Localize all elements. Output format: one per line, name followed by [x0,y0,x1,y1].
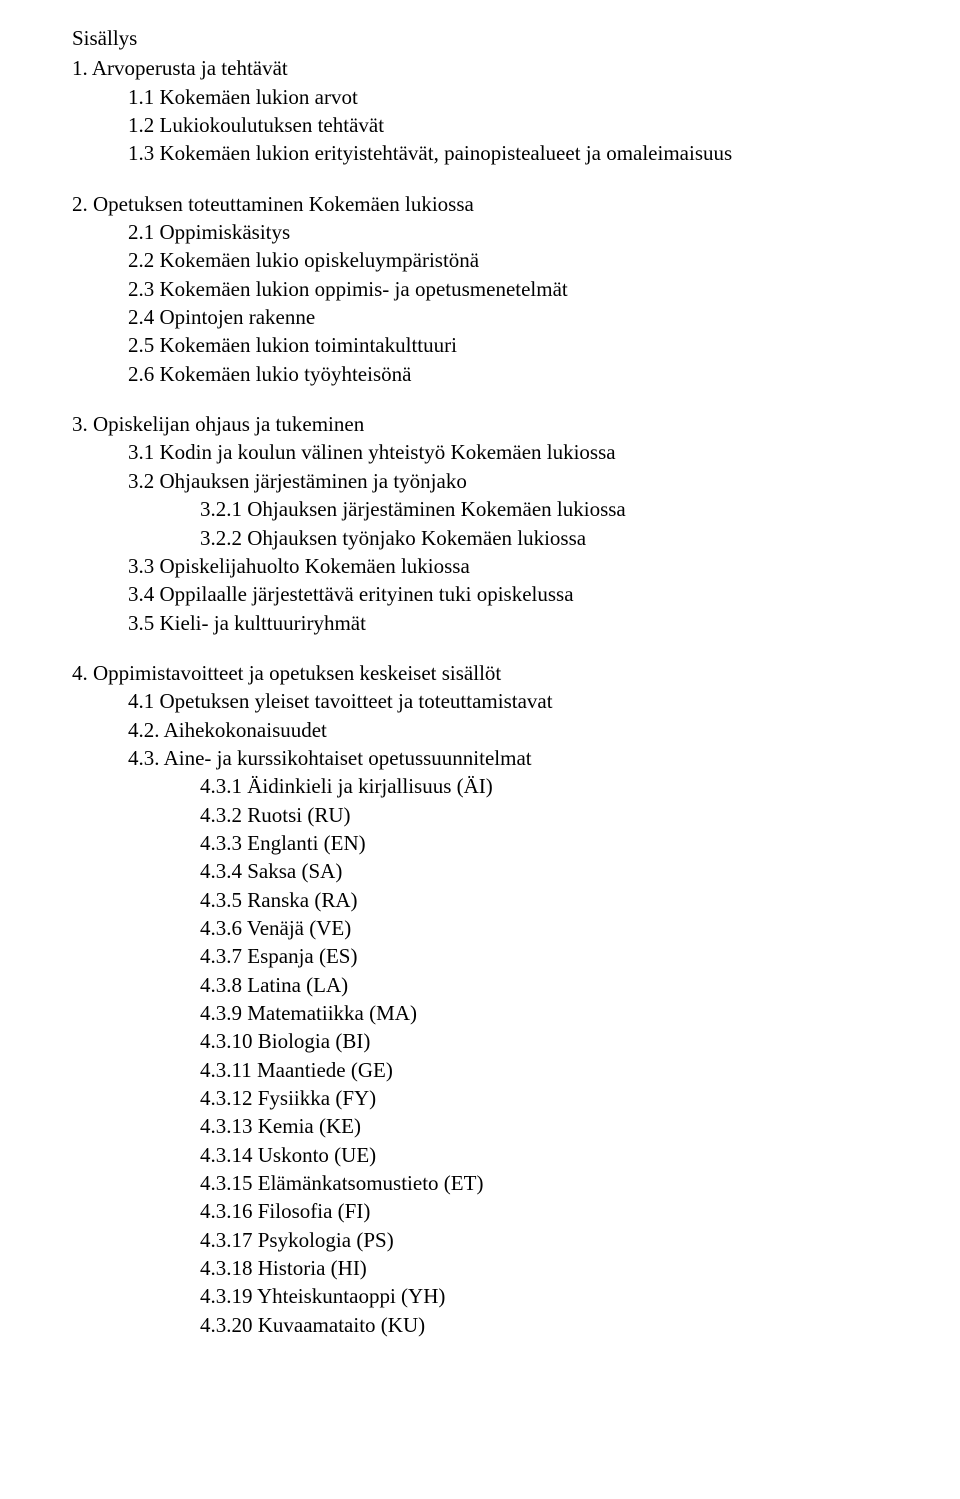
toc-entry: 4.3.5 Ranska (RA) [200,886,888,914]
toc-entry: 4.3. Aine- ja kurssikohtaiset opetussuun… [128,744,888,772]
toc-entry: 3.2.2 Ohjauksen työnjako Kokemäen lukios… [200,524,888,552]
toc-entry: 4.3.3 Englanti (EN) [200,829,888,857]
toc-entry: 3.4 Oppilaalle järjestettävä erityinen t… [128,580,888,608]
toc-entry: 3.1 Kodin ja koulun välinen yhteistyö Ko… [128,438,888,466]
toc-entry: 2.1 Oppimiskäsitys [128,218,888,246]
toc-entry: 4.3.2 Ruotsi (RU) [200,801,888,829]
toc-entry: 4.3.15 Elämänkatsomustieto (ET) [200,1169,888,1197]
toc-entry: 4.3.8 Latina (LA) [200,971,888,999]
toc-entry: 2.3 Kokemäen lukion oppimis- ja opetusme… [128,275,888,303]
toc-entry: 4.3.10 Biologia (BI) [200,1027,888,1055]
toc-entry: 4.3.7 Espanja (ES) [200,942,888,970]
toc-title: Sisällys [72,24,888,52]
toc-entry: 4.2. Aihekokonaisuudet [128,716,888,744]
toc-entry: 2.4 Opintojen rakenne [128,303,888,331]
toc-entry: 4.3.1 Äidinkieli ja kirjallisuus (ÄI) [200,772,888,800]
toc-entry: 4.1 Opetuksen yleiset tavoitteet ja tote… [128,687,888,715]
toc-entry: 2.5 Kokemäen lukion toimintakulttuuri [128,331,888,359]
toc-entry: 2.2 Kokemäen lukio opiskeluympäristönä [128,246,888,274]
document-page: Sisällys 1. Arvoperusta ja tehtävät1.1 K… [0,0,960,1499]
toc-entry: 4.3.11 Maantiede (GE) [200,1056,888,1084]
toc-entry: 3.3 Opiskelijahuolto Kokemäen lukiossa [128,552,888,580]
toc-entry: 1.3 Kokemäen lukion erityistehtävät, pai… [128,139,888,167]
toc-entry: 4.3.19 Yhteiskuntaoppi (YH) [200,1282,888,1310]
toc-entry: 4.3.14 Uskonto (UE) [200,1141,888,1169]
toc-section: 4. Oppimistavoitteet ja opetuksen keskei… [72,659,888,1339]
toc-entry: 1.1 Kokemäen lukion arvot [128,83,888,111]
toc-section-heading: 4. Oppimistavoitteet ja opetuksen keskei… [72,659,888,687]
toc-section-heading: 3. Opiskelijan ohjaus ja tukeminen [72,410,888,438]
toc-entry: 4.3.20 Kuvaamataito (KU) [200,1311,888,1339]
toc-entry: 4.3.17 Psykologia (PS) [200,1226,888,1254]
toc-entry: 4.3.9 Matematiikka (MA) [200,999,888,1027]
toc-entry: 4.3.16 Filosofia (FI) [200,1197,888,1225]
toc-entry: 4.3.18 Historia (HI) [200,1254,888,1282]
toc-section: 1. Arvoperusta ja tehtävät1.1 Kokemäen l… [72,54,888,167]
toc-section: 3. Opiskelijan ohjaus ja tukeminen3.1 Ko… [72,410,888,637]
toc-section: 2. Opetuksen toteuttaminen Kokemäen luki… [72,190,888,388]
toc-entry: 2.6 Kokemäen lukio työyhteisönä [128,360,888,388]
toc-body: 1. Arvoperusta ja tehtävät1.1 Kokemäen l… [72,54,888,1339]
toc-section-heading: 1. Arvoperusta ja tehtävät [72,54,888,82]
toc-entry: 3.2 Ohjauksen järjestäminen ja työnjako [128,467,888,495]
toc-entry: 4.3.4 Saksa (SA) [200,857,888,885]
toc-entry: 4.3.13 Kemia (KE) [200,1112,888,1140]
toc-entry: 4.3.6 Venäjä (VE) [200,914,888,942]
toc-entry: 3.2.1 Ohjauksen järjestäminen Kokemäen l… [200,495,888,523]
toc-entry: 3.5 Kieli- ja kulttuuriryhmät [128,609,888,637]
toc-entry: 4.3.12 Fysiikka (FY) [200,1084,888,1112]
toc-entry: 1.2 Lukiokoulutuksen tehtävät [128,111,888,139]
toc-section-heading: 2. Opetuksen toteuttaminen Kokemäen luki… [72,190,888,218]
